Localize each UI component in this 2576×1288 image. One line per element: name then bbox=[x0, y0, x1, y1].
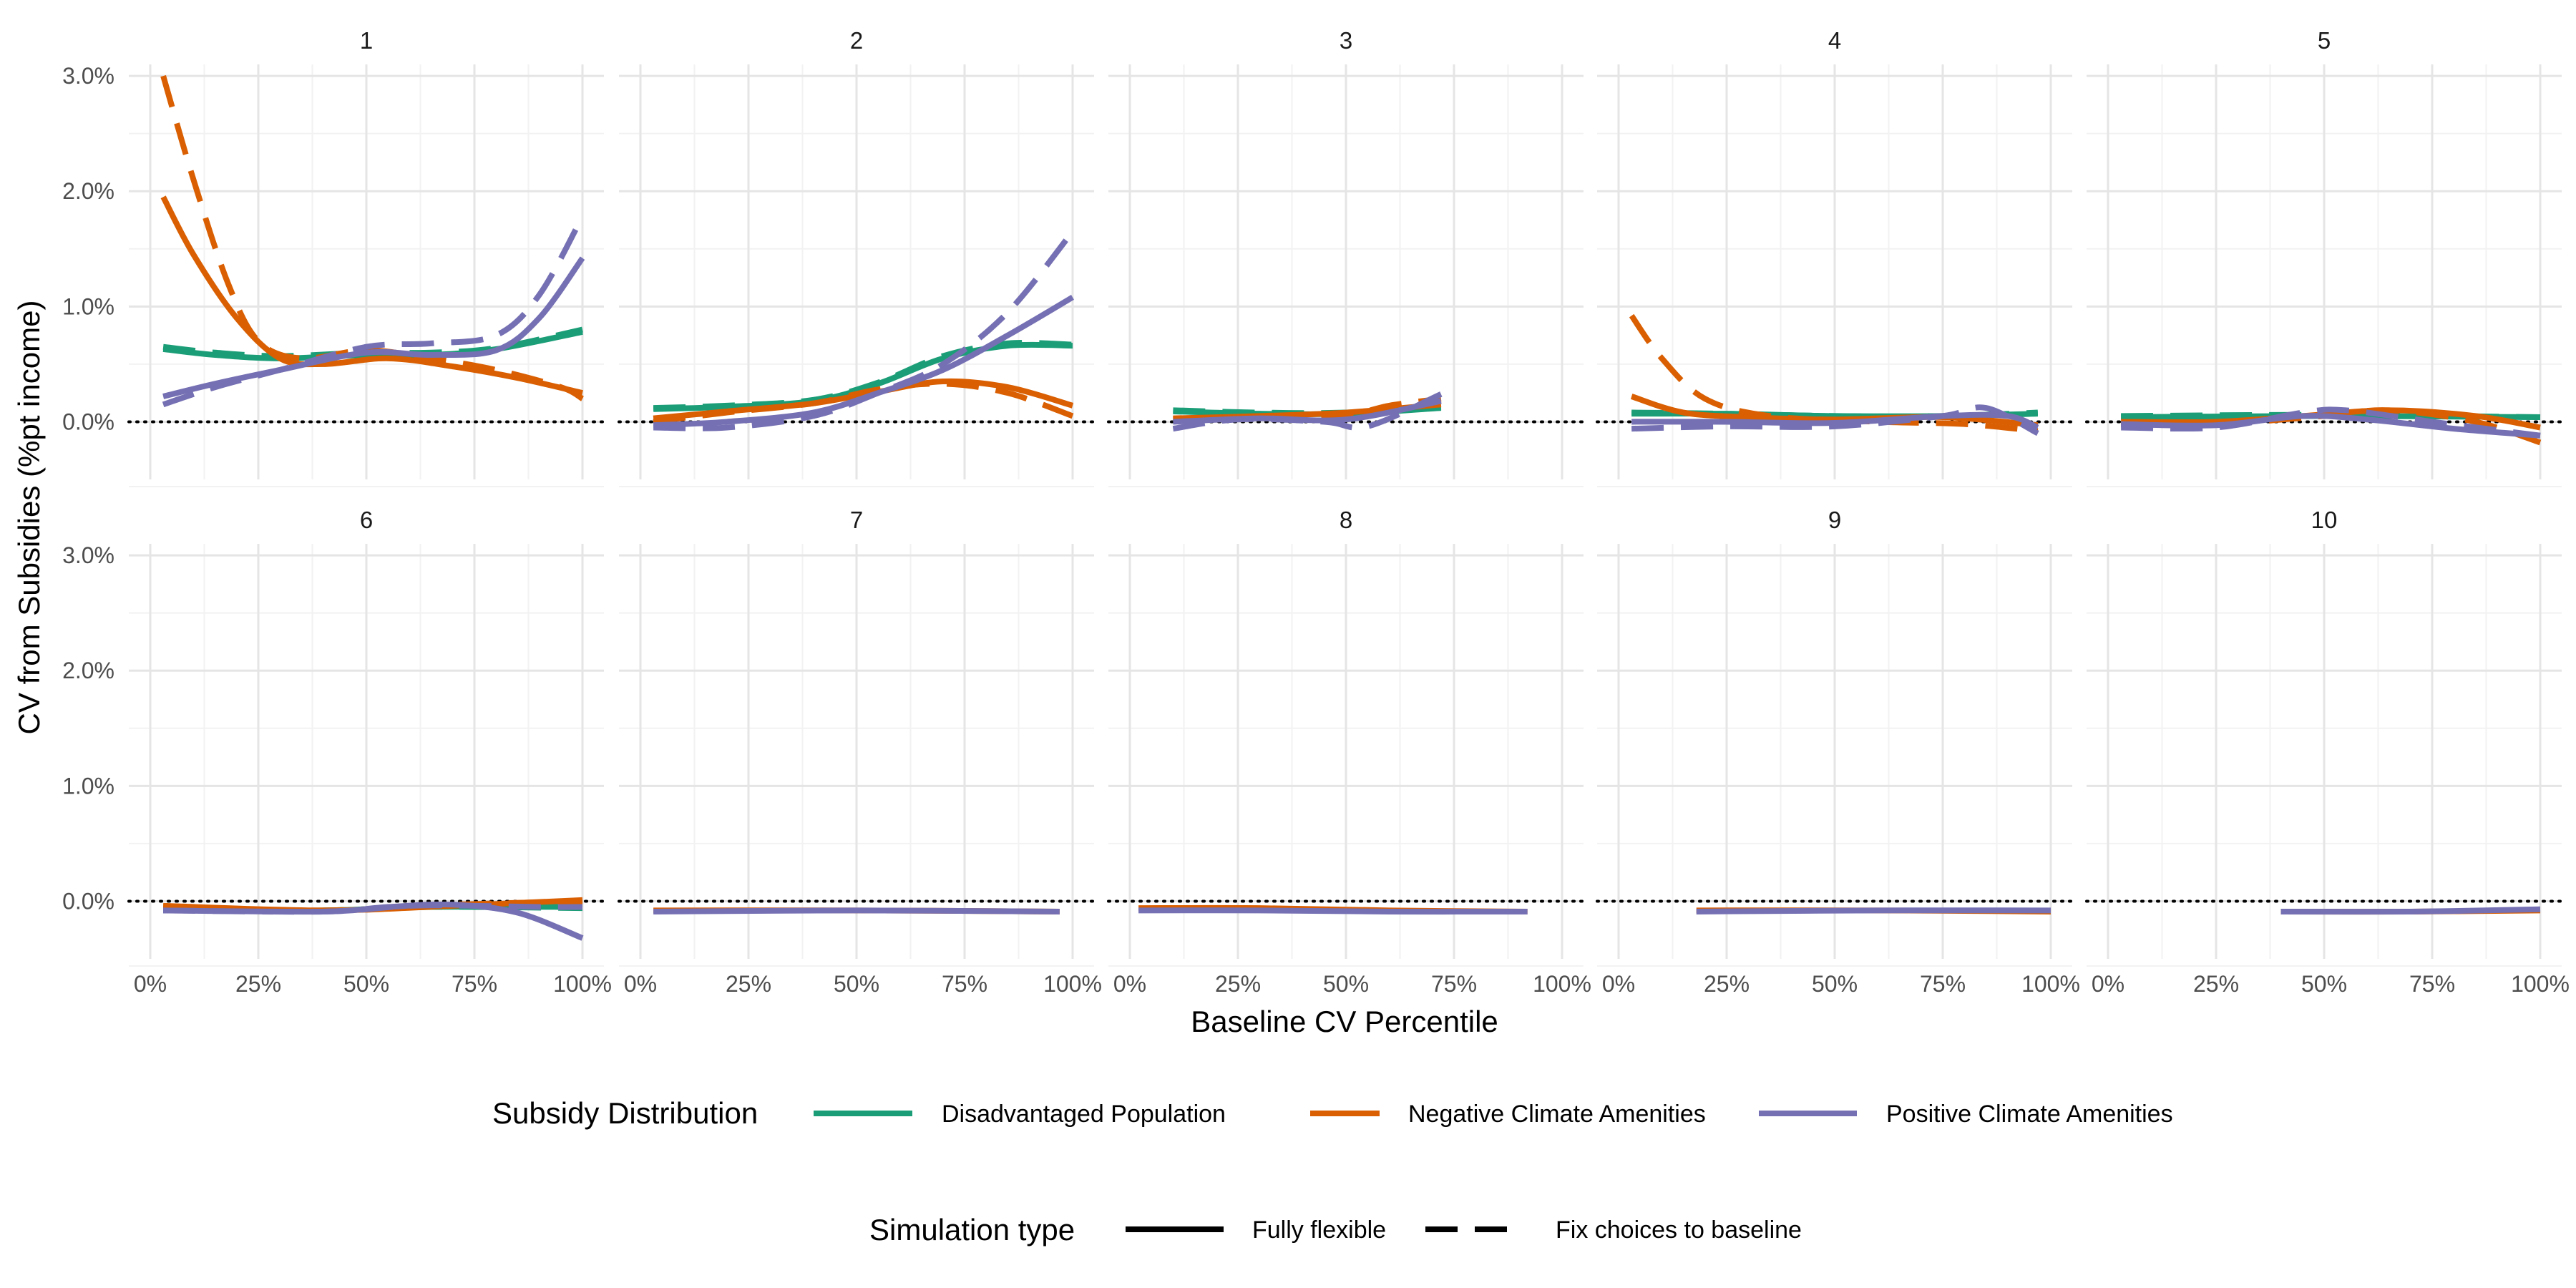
x-axis-title: Baseline CV Percentile bbox=[1191, 1005, 1498, 1038]
x-tick-label: 25% bbox=[235, 971, 281, 997]
panel-label-8: 8 bbox=[1340, 507, 1352, 533]
panel-1: 1 0.0% 1.0% 2.0% 3.0% bbox=[62, 27, 605, 487]
panel-10: 100% 25% 50% 75% 100% bbox=[2085, 507, 2570, 997]
panel-label-9: 9 bbox=[1828, 507, 1841, 533]
x-tick-label: 50% bbox=[343, 971, 389, 997]
series-line-positive-climate-amenities-flexible bbox=[1138, 907, 1528, 915]
panel-4: 4 bbox=[1596, 27, 2074, 487]
y-tick-label: 2.0% bbox=[62, 178, 114, 204]
y-tick-label: 2.0% bbox=[62, 658, 114, 683]
x-tick-label: 75% bbox=[2409, 971, 2455, 997]
series-line-positive-climate-amenities-fixed bbox=[163, 902, 583, 915]
y-tick-label: 3.0% bbox=[62, 63, 114, 89]
x-tick-label: 50% bbox=[1812, 971, 1858, 997]
x-tick-label: 0% bbox=[134, 971, 167, 997]
panels-layer: 1 0.0% 1.0% 2.0% 3.0% 2 3 4 5 6 0.0% 1.0% 2.0% 3.0% 0%… bbox=[62, 27, 2570, 997]
panel-5: 5 bbox=[2085, 27, 2563, 487]
series-line-positive-climate-amenities-fixed bbox=[2121, 406, 2541, 439]
x-tick-label: 25% bbox=[1704, 971, 1750, 997]
series-line-positive-climate-amenities-flexible bbox=[653, 907, 1060, 914]
legend-label-fully-flexible: Fully flexible bbox=[1252, 1216, 1386, 1244]
y-tick-label: 1.0% bbox=[62, 293, 114, 319]
legend-label-negative: Negative Climate Amenities bbox=[1408, 1101, 1706, 1128]
x-tick-label: 75% bbox=[452, 971, 497, 997]
legend-subsidy-distribution: Subsidy Distribution Disadvantaged Popul… bbox=[492, 1096, 2173, 1130]
panel-label-4: 4 bbox=[1828, 27, 1841, 54]
x-tick-label: 25% bbox=[726, 971, 771, 997]
panel-label-1: 1 bbox=[360, 27, 373, 54]
series-line-positive-climate-amenities-fixed bbox=[162, 215, 585, 408]
series-line-positive-climate-amenities-flexible bbox=[2280, 906, 2541, 915]
series-line-positive-climate-amenities-flexible bbox=[1173, 398, 1442, 425]
legend-simulation-type: Simulation type Fully flexible Fix choic… bbox=[869, 1213, 1802, 1246]
panel-label-7: 7 bbox=[850, 507, 863, 533]
y-axis-title: CV from Subsidies (%pt income) bbox=[12, 301, 46, 735]
series-line-negative-climate-amenities-fixed bbox=[160, 74, 585, 401]
panel-8: 8 0% 25% 50% 75% 100% bbox=[1107, 507, 1591, 997]
x-tick-label: 100% bbox=[2511, 971, 2570, 997]
panel-label-3: 3 bbox=[1340, 27, 1352, 54]
panel-label-10: 10 bbox=[2311, 507, 2338, 533]
series-line-positive-climate-amenities-flexible bbox=[1631, 411, 2039, 431]
x-tick-label: 100% bbox=[2021, 971, 2080, 997]
x-tick-label: 75% bbox=[1431, 971, 1477, 997]
y-tick-label: 0.0% bbox=[62, 888, 114, 914]
y-tick-label: 1.0% bbox=[62, 773, 114, 799]
panel-9: 9 0% 25% 50% 75% 100% bbox=[1596, 507, 2080, 997]
x-tick-label: 25% bbox=[1215, 971, 1261, 997]
x-tick-label: 0% bbox=[624, 971, 657, 997]
panel-label-5: 5 bbox=[2318, 27, 2331, 54]
series-line-negative-climate-amenities-fixed bbox=[1629, 313, 2039, 434]
panel-2: 2 bbox=[618, 27, 1096, 487]
legend-label-disadvantaged: Disadvantaged Population bbox=[942, 1101, 1226, 1128]
panel-6: 6 0.0% 1.0% 2.0% 3.0% 0% 25% 50% 75% 100% bbox=[62, 507, 612, 997]
panel-label-2: 2 bbox=[850, 27, 863, 54]
x-tick-label: 50% bbox=[1323, 971, 1369, 997]
series-line-negative-climate-amenities-flexible bbox=[160, 195, 583, 396]
series-line-disadvantaged-population-fixed bbox=[653, 339, 1073, 411]
panel-3: 3 bbox=[1107, 27, 1585, 487]
series-line-positive-climate-amenities-fixed bbox=[1631, 404, 2039, 436]
series-line-positive-climate-amenities-flexible bbox=[1696, 907, 2051, 914]
x-tick-label: 100% bbox=[553, 971, 612, 997]
x-tick-label: 0% bbox=[1602, 971, 1635, 997]
x-tick-label: 75% bbox=[942, 971, 987, 997]
series-line-positive-climate-amenities-fixed bbox=[653, 230, 1075, 431]
legend-label-positive: Positive Climate Amenities bbox=[1886, 1101, 2173, 1128]
panel-7: 7 0% 25% 50% 75% 100% bbox=[618, 507, 1102, 997]
legend-color-title: Subsidy Distribution bbox=[492, 1096, 758, 1130]
y-tick-label: 3.0% bbox=[62, 542, 114, 568]
x-tick-label: 0% bbox=[1113, 971, 1146, 997]
x-tick-label: 25% bbox=[2193, 971, 2239, 997]
legend-linetype-title: Simulation type bbox=[869, 1213, 1075, 1246]
panel-label-6: 6 bbox=[360, 507, 373, 533]
y-tick-label: 0.0% bbox=[62, 409, 114, 434]
legend-label-fix-choices: Fix choices to baseline bbox=[1556, 1216, 1802, 1244]
series-line-positive-climate-amenities-fixed bbox=[1172, 391, 1443, 432]
series-line-negative-climate-amenities-fixed bbox=[653, 381, 1074, 425]
x-tick-label: 75% bbox=[1920, 971, 1966, 997]
x-tick-label: 0% bbox=[2092, 971, 2124, 997]
x-tick-label: 50% bbox=[834, 971, 879, 997]
x-tick-label: 100% bbox=[1043, 971, 1102, 997]
x-tick-label: 100% bbox=[1533, 971, 1591, 997]
x-tick-label: 50% bbox=[2301, 971, 2347, 997]
